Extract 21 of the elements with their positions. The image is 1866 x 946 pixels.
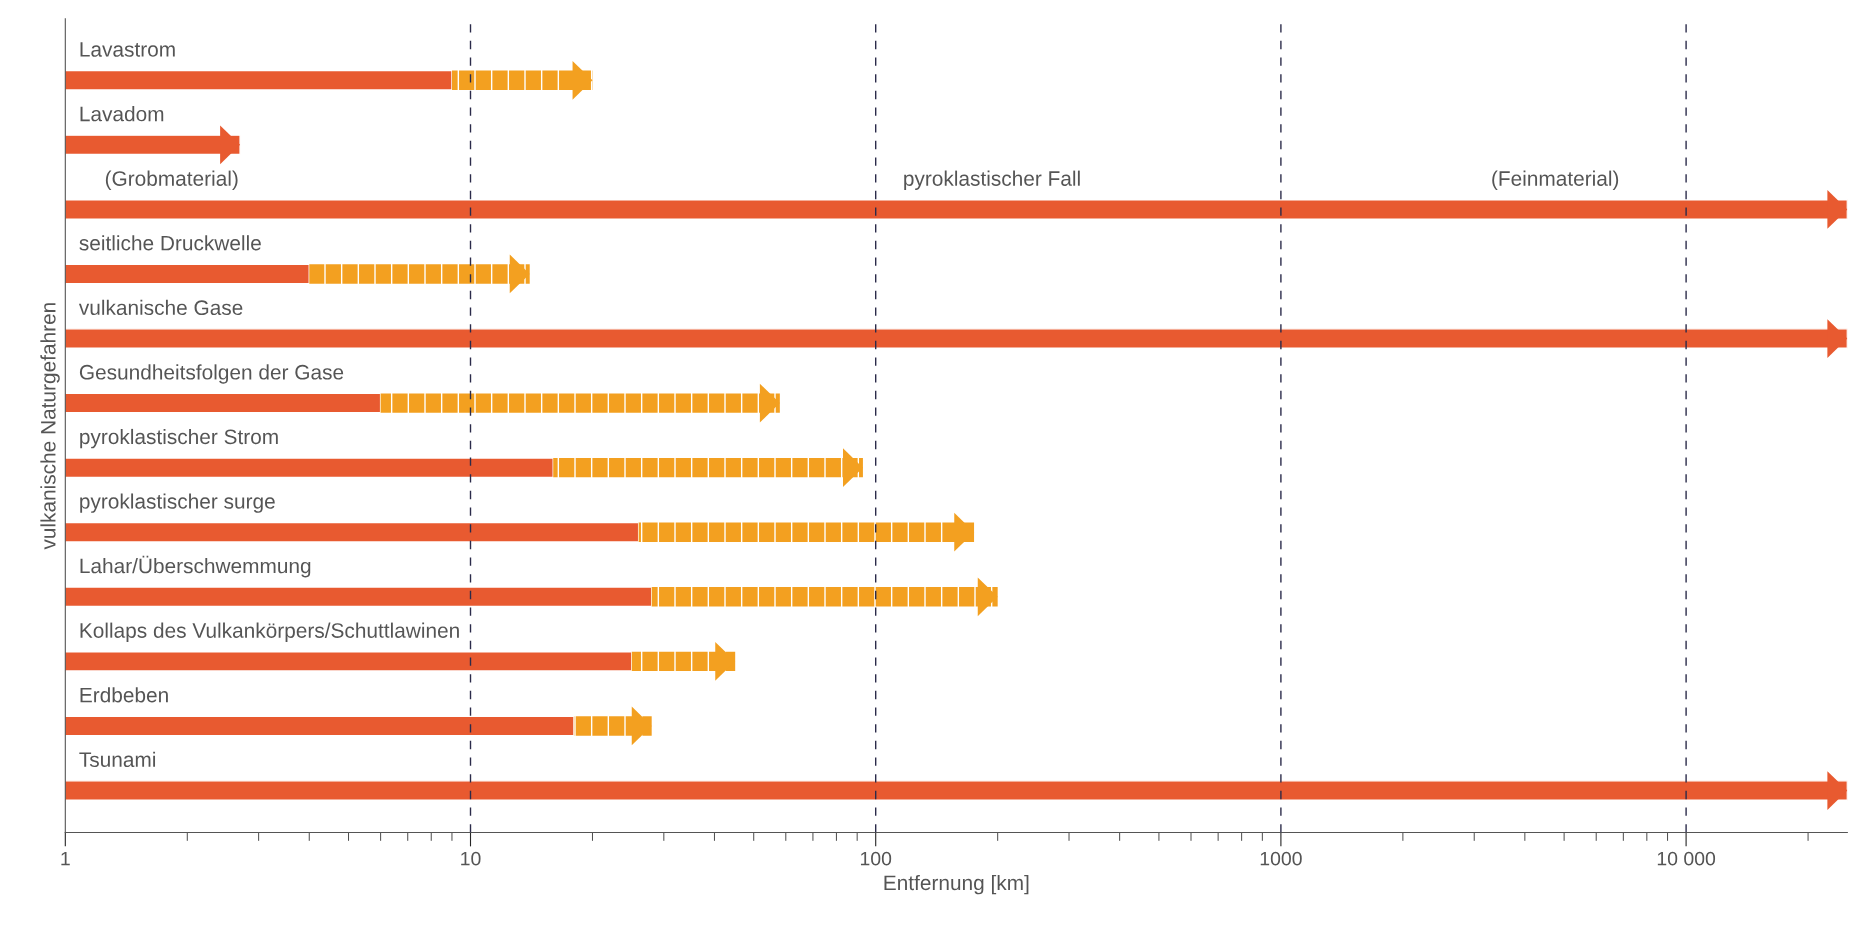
y-tick-label: Lavastrom: [80, 42, 175, 57]
x-tick-label: 1: [61, 851, 70, 866]
y-axis-title: vulkanische Naturgefahren: [40, 303, 60, 550]
y-tick-label: Erdbeben: [80, 687, 168, 703]
x-tick-label: 100: [860, 851, 892, 866]
y-tick-label: vulkanische Gase: [78, 299, 243, 316]
y-tick-label: Kollaps des Vulkankörpers/Schuttlawinen: [80, 622, 459, 642]
y-tick-label: Lavadom: [80, 106, 164, 122]
x-tick-label: 10 000: [1657, 851, 1716, 866]
y-tick-label: Tsunami: [79, 751, 156, 768]
y-tick-label: pyroklastischer Fall: [904, 170, 1080, 191]
y-tick-label: pyroklastischer Strom: [80, 428, 278, 449]
annotation: (Grobmaterial): [105, 170, 238, 191]
annotation: (Feinmaterial): [1492, 170, 1619, 191]
y-tick-label: seitliche Druckwelle: [79, 235, 261, 251]
y-tick-label: Gesundheitsfolgen der Gase: [79, 364, 344, 384]
y-tick-label: pyroklastischer surge: [80, 493, 275, 513]
x-tick-label: 1000: [1260, 851, 1302, 866]
x-axis-title: Entfernung [km]: [884, 874, 1029, 895]
x-tick-label: 10: [461, 851, 481, 866]
y-tick-label: Lahar/Überschwemmung: [80, 555, 311, 578]
